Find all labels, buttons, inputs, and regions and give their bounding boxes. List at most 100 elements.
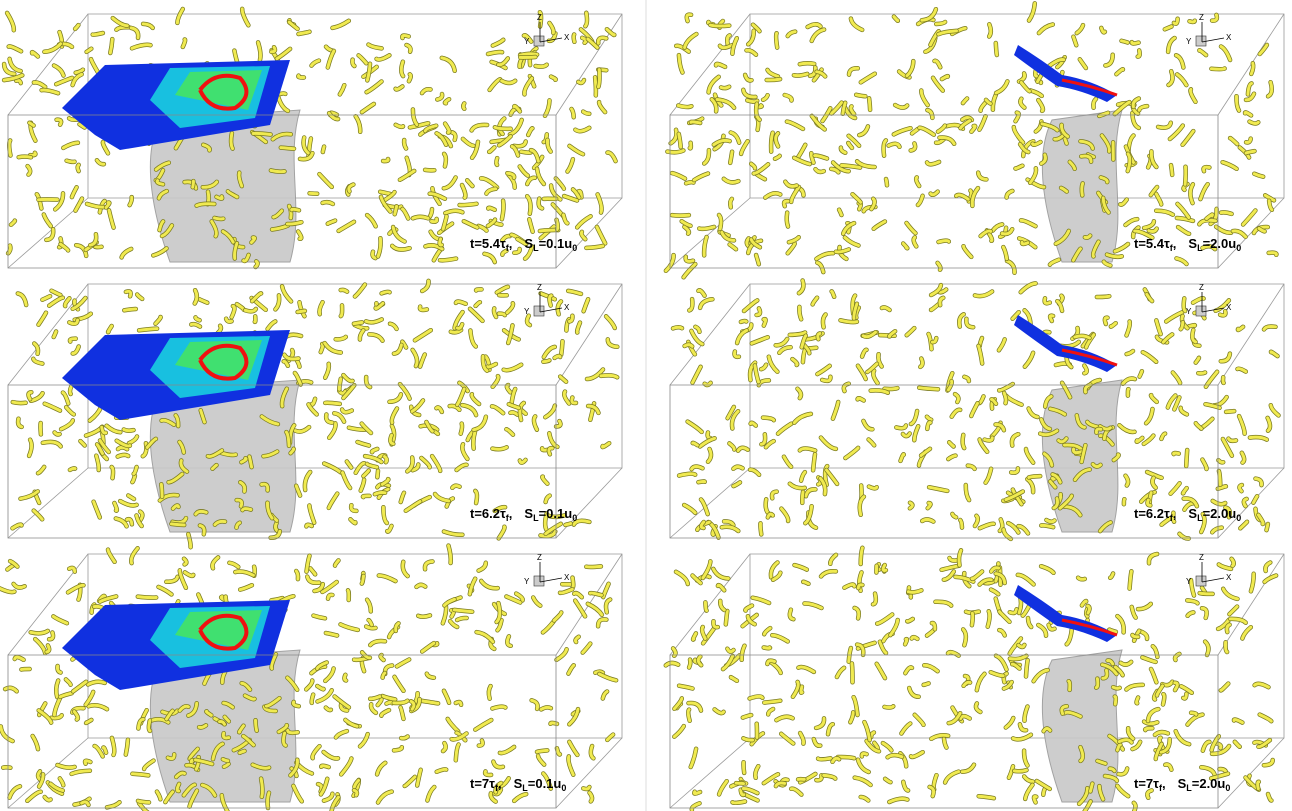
vortex — [816, 253, 833, 259]
vortex — [1077, 25, 1083, 33]
label-part: S — [1188, 236, 1197, 251]
vortex — [773, 573, 780, 580]
vortex — [422, 643, 434, 651]
vortex — [42, 296, 50, 300]
vortex — [363, 496, 370, 497]
vortex — [52, 291, 61, 295]
vortex — [830, 555, 836, 564]
vortex — [672, 215, 689, 216]
vortex — [1132, 42, 1139, 43]
vortex — [231, 133, 233, 149]
vortex — [689, 660, 690, 668]
vortex — [377, 763, 385, 775]
label-part: t=6.2τ — [1134, 506, 1170, 521]
vortex — [744, 300, 757, 311]
vortex — [112, 467, 113, 478]
figure: ZYXt=5.4τf,SL=0.1u0ZYXt=6.2τf,SL=0.1u0ZY… — [0, 0, 1292, 811]
vortex — [500, 747, 514, 753]
vortex — [171, 524, 184, 525]
label-part: =0.1u — [539, 236, 573, 251]
label-part: , — [1173, 236, 1177, 251]
vortex — [747, 100, 757, 101]
vortex — [869, 487, 877, 489]
vortex — [118, 455, 129, 457]
vortex — [852, 664, 853, 683]
vortex — [586, 566, 601, 567]
box-edge — [8, 468, 88, 538]
vortex — [437, 133, 447, 145]
vortex — [1191, 713, 1196, 715]
vortex — [124, 430, 134, 431]
vortex — [1239, 416, 1245, 434]
label-part: t=6.2τ — [470, 506, 506, 521]
vortex — [46, 229, 53, 240]
label-part: 0 — [572, 513, 577, 523]
triad-cube — [534, 306, 544, 316]
vortex — [9, 141, 10, 156]
vortex — [963, 629, 966, 645]
vortex — [1122, 41, 1128, 43]
vortex — [688, 710, 689, 721]
box-edge — [556, 198, 622, 268]
label-part: , — [1162, 776, 1166, 791]
vortex — [336, 731, 347, 737]
vortex — [1183, 131, 1194, 145]
vortex — [1006, 718, 1014, 728]
vortex — [78, 165, 79, 171]
vortex — [1082, 183, 1083, 195]
vortex — [767, 79, 780, 80]
vortex — [21, 669, 29, 670]
vortex — [223, 759, 228, 761]
vortex — [1235, 742, 1240, 747]
panel: ZYXt=7τf,SL=0.1u0 — [0, 546, 622, 811]
panel-label: t=5.4τf,SL=0.1u0 — [470, 236, 577, 253]
vortex — [496, 158, 497, 165]
vortex — [476, 289, 481, 290]
vortex — [1246, 151, 1255, 153]
label-part: =2.0u — [1203, 236, 1237, 251]
vortex — [928, 503, 931, 508]
vortex — [1170, 126, 1183, 139]
label-part: t=5.4τ — [470, 236, 506, 251]
vortex — [493, 762, 503, 768]
vortex — [367, 82, 382, 93]
vortex — [1163, 694, 1164, 704]
vortex — [243, 509, 251, 511]
vortex — [124, 309, 136, 310]
vortex — [445, 99, 449, 103]
vortex — [889, 144, 900, 147]
vortex — [1226, 411, 1234, 412]
vortex — [929, 487, 947, 491]
vortex — [325, 343, 341, 352]
vortex — [18, 294, 26, 306]
axis-label: X — [564, 33, 570, 42]
vortex — [1258, 782, 1259, 789]
vortex — [993, 224, 1002, 230]
vortex — [845, 448, 858, 458]
vortex — [744, 762, 745, 773]
vortex — [460, 204, 477, 205]
vortex — [1119, 769, 1128, 775]
vortex — [911, 752, 923, 757]
vortex — [798, 389, 801, 398]
vortex — [395, 677, 404, 691]
vortex — [395, 206, 397, 214]
vortex — [760, 523, 761, 534]
vortex — [1137, 698, 1139, 704]
vortex — [499, 314, 505, 316]
vortex — [565, 524, 570, 525]
vortex — [903, 434, 910, 437]
vortex — [1124, 499, 1125, 504]
vortex — [132, 774, 148, 776]
label-part: t=7τ — [470, 776, 495, 791]
vortex — [73, 682, 86, 692]
axis-label: Z — [537, 283, 542, 292]
vortex — [599, 102, 605, 112]
vortex — [573, 578, 574, 588]
vortex — [1012, 434, 1018, 445]
vortex — [977, 674, 985, 690]
vortex — [418, 615, 430, 616]
vortex — [972, 613, 973, 625]
axis-label: Y — [1186, 37, 1192, 46]
vortex — [849, 68, 858, 74]
